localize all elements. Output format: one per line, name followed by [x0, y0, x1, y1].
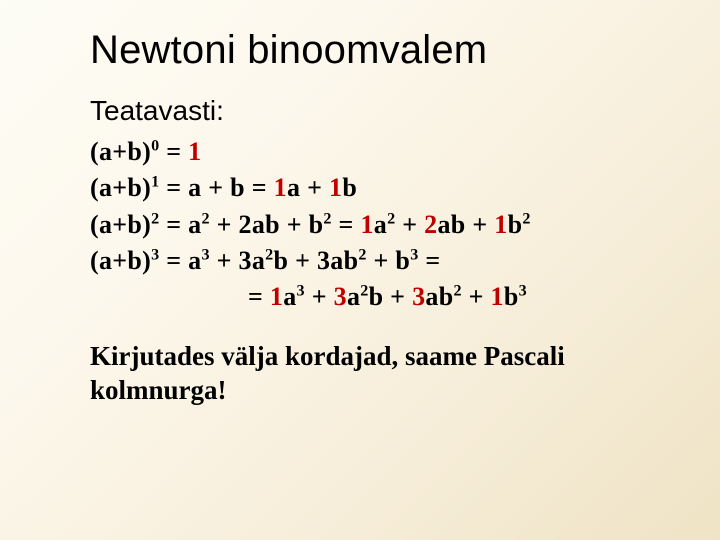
coef: 1 [360, 210, 373, 239]
slide: Newtoni binoomvalem Teatavasti: (a+b)0 =… [0, 0, 720, 540]
expansion-n3-line2: = 1a3 + 3a2b + 3ab2 + 1b3 [90, 280, 680, 314]
closing-line-1: Kirjutades välja kordajad, saame Pascali [90, 339, 680, 374]
lhs: (a+b) [90, 173, 151, 202]
closing-text: Kirjutades välja kordajad, saame Pascali… [90, 339, 680, 408]
expansion-n2: (a+b)2 = a2 + 2ab + b2 = 1a2 + 2ab + 1b2 [90, 208, 680, 242]
lhs: (a+b) [90, 137, 151, 166]
coef: 1 [188, 137, 201, 166]
intro-text: Teatavasti: [90, 95, 680, 127]
coef: 1 [491, 282, 504, 311]
lhs: (a+b) [90, 246, 151, 275]
expansion-n1: (a+b)1 = a + b = 1a + 1b [90, 171, 680, 205]
math-block: (a+b)0 = 1 (a+b)1 = a + b = 1a + 1b (a+b… [90, 135, 680, 315]
slide-title: Newtoni binoomvalem [90, 28, 680, 73]
coef: 1 [270, 282, 283, 311]
eq: = [159, 137, 188, 166]
closing-line-2: kolmnurga! [90, 373, 680, 408]
expansion-n3-line1: (a+b)3 = a3 + 3a2b + 3ab2 + b3 = [90, 244, 680, 278]
lhs: (a+b) [90, 210, 151, 239]
coef: 3 [412, 282, 425, 311]
coef: 1 [329, 173, 342, 202]
coef: 1 [494, 210, 507, 239]
coef: 3 [334, 282, 347, 311]
coef: 1 [274, 173, 287, 202]
expansion-n0: (a+b)0 = 1 [90, 135, 680, 169]
coef: 2 [424, 210, 437, 239]
